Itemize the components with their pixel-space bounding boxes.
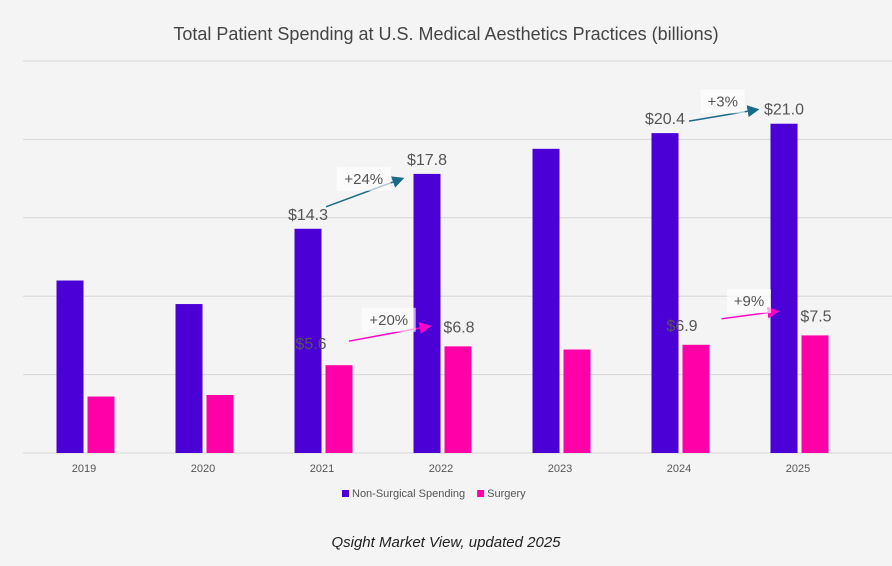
growth-annotation: +3% [708,93,738,110]
annotation-box [361,307,416,332]
bar-surgery-2025 [801,335,829,453]
annotation-box [336,166,391,191]
data-label: $7.5 [800,308,831,325]
bar-surgery-2021 [325,365,353,453]
growth-annotation: +24% [344,171,383,188]
chart-title: Total Patient Spending at U.S. Medical A… [173,24,719,44]
x-tick-label: 2022 [429,463,453,475]
bar-surgery-2023 [563,349,591,453]
growth-annotation: +20% [369,312,408,329]
legend-label: Non-Surgical Spending [352,488,465,500]
bar-non-surgical-2019 [56,280,84,453]
x-tick-label: 2019 [72,463,96,475]
bar-non-surgical-2023 [532,148,560,454]
bar-surgery-2020 [206,394,234,453]
growth-annotation: +9% [734,293,764,310]
bar-non-surgical-2022 [413,173,441,453]
annotation-box [727,289,771,314]
bar-non-surgical-2021 [294,228,322,453]
bar-surgery-2019 [87,396,115,453]
bar-non-surgical-2025 [770,123,798,453]
bar-non-surgical-2020 [175,304,203,453]
legend-swatch [477,490,485,497]
x-tick-label: 2021 [310,463,334,475]
source-note: Qsight Market View, updated 2025 [331,534,561,551]
data-label: $5.6 [295,336,326,353]
data-label: $14.3 [288,207,328,224]
data-label: $20.4 [645,111,685,128]
data-label: $17.8 [407,152,447,169]
x-tick-label: 2023 [548,463,572,475]
bar-non-surgical-2024 [651,133,679,454]
x-tick-label: 2025 [786,463,810,475]
legend-swatch [342,490,349,497]
annotation-box [700,89,745,114]
bar-surgery-2024 [682,344,710,453]
data-label: $21.0 [764,102,804,119]
legend-label: Surgery [487,488,526,500]
x-tick-label: 2020 [191,463,215,475]
growth-arrow [688,105,760,122]
bar-surgery-2022 [444,346,472,453]
x-tick-label: 2024 [667,463,691,475]
data-label: $6.8 [443,319,474,336]
data-label: $6.9 [666,318,697,335]
